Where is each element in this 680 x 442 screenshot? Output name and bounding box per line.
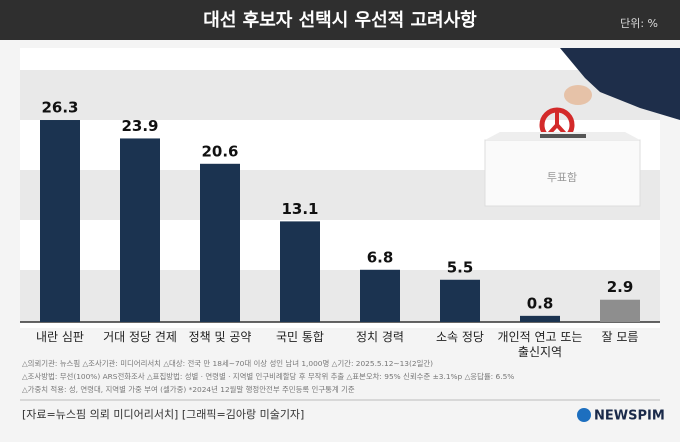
arm-sleeve — [560, 48, 680, 120]
bar — [440, 279, 480, 322]
x-tick-label: 내란 심판 — [36, 330, 84, 344]
unit-label: 단위: % — [620, 17, 658, 30]
footnote: △가중치 적용: 성, 연령대, 지역별 가중 부여 (셀가중) *2024년 … — [22, 385, 355, 394]
value-label: 0.8 — [527, 294, 554, 312]
box-label: 투표함 — [547, 171, 577, 184]
x-tick-label: 정치 경력 — [356, 330, 404, 344]
bar — [360, 269, 400, 322]
source: [자료=뉴스핌 의뢰 미디어리서치] [그래픽=김아랑 미술기자] — [22, 408, 304, 421]
bar — [600, 299, 640, 322]
bar — [280, 221, 320, 322]
x-tick-label: 국민 통합 — [276, 330, 324, 344]
x-tick-label: 소속 정당 — [436, 330, 484, 344]
x-tick-label: 정책 및 공약 — [188, 330, 252, 344]
ballot-slot — [540, 134, 586, 138]
value-label: 20.6 — [201, 142, 238, 160]
hand — [564, 85, 592, 105]
stripe — [20, 270, 660, 322]
value-label: 6.8 — [367, 248, 394, 266]
x-tick-label: 거대 정당 견제 — [103, 330, 177, 344]
logo-icon — [577, 408, 591, 422]
bar — [40, 120, 80, 323]
value-label: 26.3 — [41, 99, 78, 117]
footnote: △조사방법: 무선(100%) ARS전화조사 △표집방법: 성별 · 연령별 … — [22, 372, 514, 381]
bar — [200, 163, 240, 322]
logo: NEWSPIM — [594, 409, 665, 424]
bar — [520, 315, 560, 322]
x-tick-label: 잘 모름 — [601, 330, 639, 344]
value-label: 13.1 — [281, 200, 318, 218]
value-label: 23.9 — [121, 117, 158, 135]
x-tick-label: 개인적 연고 또는 출신지역 — [497, 330, 583, 359]
chart-title: 대선 후보자 선택시 우선적 고려사항 — [203, 10, 477, 31]
value-label: 2.9 — [607, 278, 634, 296]
header-band — [0, 0, 680, 40]
value-label: 5.5 — [447, 258, 474, 276]
bar — [120, 138, 160, 322]
footnote: △의뢰기관: 뉴스핌 △조사기관: 미디어리서치 △대상: 전국 만 18세~7… — [22, 359, 433, 368]
